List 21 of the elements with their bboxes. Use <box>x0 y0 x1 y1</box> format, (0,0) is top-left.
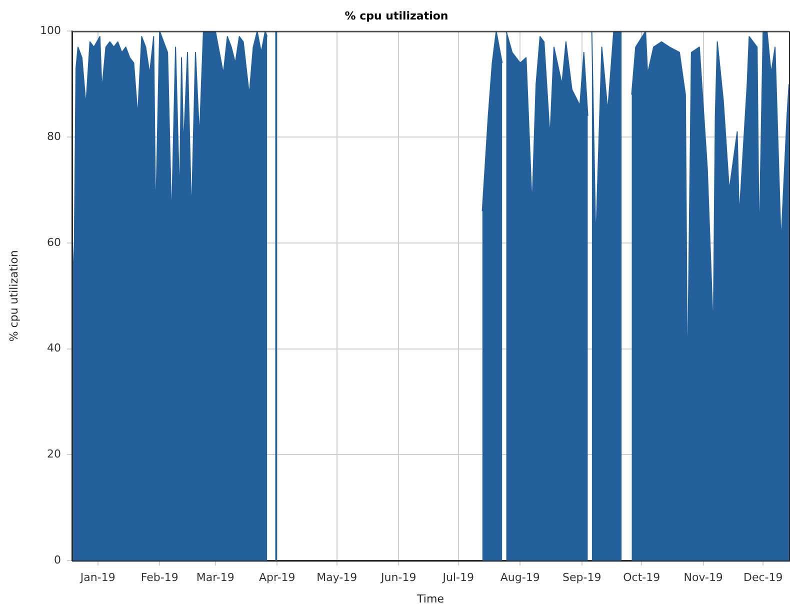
y-tick-label: 60 <box>47 236 61 249</box>
x-tick-label: Jan-19 <box>79 571 116 584</box>
y-tick-label: 40 <box>47 342 61 355</box>
x-tick-label: Feb-19 <box>140 571 178 584</box>
x-axis-title: Time <box>416 592 444 606</box>
chart-title: % cpu utilization <box>344 9 448 22</box>
x-tick-label: Jul-19 <box>442 571 474 584</box>
x-tick-label: Jun-19 <box>380 571 416 584</box>
y-tick-label: 80 <box>47 130 61 143</box>
x-tick-label: Sep-19 <box>562 571 602 584</box>
y-tick-label: 20 <box>47 448 61 461</box>
x-tick-label: May-19 <box>316 571 358 584</box>
x-tick-label: Oct-19 <box>623 571 660 584</box>
y-tick-label: 100 <box>40 24 61 38</box>
y-axis-title: % cpu utilization <box>7 250 20 342</box>
y-tick-label: 0 <box>54 553 61 566</box>
x-tick-label: Nov-19 <box>684 571 723 584</box>
x-tick-label: Aug-19 <box>500 571 540 584</box>
x-tick-label: Dec-19 <box>743 571 783 584</box>
x-tick-label: Mar-19 <box>196 571 234 584</box>
x-tick-label: Apr-19 <box>258 571 296 584</box>
